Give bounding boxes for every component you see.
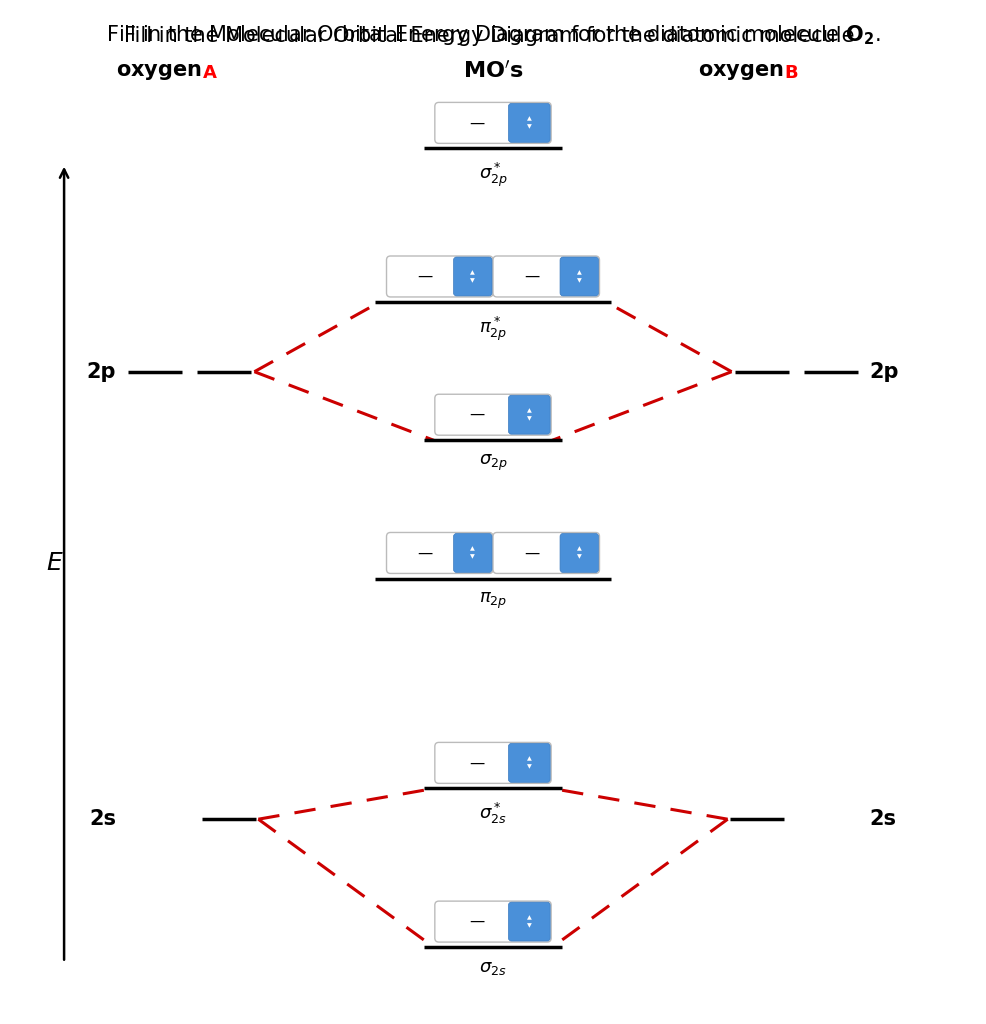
FancyBboxPatch shape	[493, 256, 599, 297]
Text: 2p: 2p	[870, 361, 899, 382]
FancyBboxPatch shape	[509, 743, 550, 782]
Text: ▲: ▲	[527, 915, 531, 921]
Text: $\sigma^*_{2p}$: $\sigma^*_{2p}$	[478, 161, 508, 189]
Text: ▼: ▼	[470, 278, 475, 283]
FancyBboxPatch shape	[509, 103, 550, 142]
Text: —: —	[417, 269, 433, 284]
Text: —: —	[417, 546, 433, 560]
FancyBboxPatch shape	[493, 532, 599, 573]
FancyBboxPatch shape	[435, 742, 551, 783]
Text: $\mathbf{oxygen}$: $\mathbf{oxygen}$	[698, 61, 784, 82]
FancyBboxPatch shape	[454, 534, 492, 572]
Text: —: —	[524, 269, 539, 284]
Text: $\mathbf{oxygen}$: $\mathbf{oxygen}$	[116, 61, 202, 82]
FancyBboxPatch shape	[454, 257, 492, 296]
Text: ▲: ▲	[527, 117, 531, 122]
FancyBboxPatch shape	[435, 102, 551, 143]
Text: $\mathbf{A}$: $\mathbf{A}$	[202, 63, 218, 82]
Text: E: E	[46, 551, 62, 575]
FancyBboxPatch shape	[387, 532, 493, 573]
Text: ▼: ▼	[527, 416, 531, 421]
Text: 2s: 2s	[90, 809, 116, 829]
Text: ▲: ▲	[470, 270, 475, 275]
FancyBboxPatch shape	[435, 901, 551, 942]
FancyBboxPatch shape	[387, 256, 493, 297]
Text: $\pi^*_{2p}$: $\pi^*_{2p}$	[479, 314, 507, 343]
Text: Fill in the Molecular Orbital Energy Diagram for the diatomic molecule $\mathbf{: Fill in the Molecular Orbital Energy Dia…	[106, 23, 880, 46]
Text: 2s: 2s	[870, 809, 896, 829]
Text: —: —	[469, 408, 484, 422]
FancyBboxPatch shape	[560, 534, 599, 572]
FancyBboxPatch shape	[509, 395, 550, 434]
Text: ▲: ▲	[527, 409, 531, 414]
Text: —: —	[469, 116, 484, 130]
Text: $\mathbf{MO's}$: $\mathbf{MO's}$	[462, 60, 524, 82]
Text: ▲: ▲	[527, 757, 531, 762]
Text: $\mathbf{B}$: $\mathbf{B}$	[784, 63, 799, 82]
Text: ▼: ▼	[527, 764, 531, 769]
Text: ▼: ▼	[527, 124, 531, 129]
FancyBboxPatch shape	[509, 902, 550, 941]
Text: ▼: ▼	[577, 554, 582, 559]
Text: $\sigma^*_{2s}$: $\sigma^*_{2s}$	[479, 801, 507, 826]
Text: 2p: 2p	[87, 361, 116, 382]
Text: ▼: ▼	[527, 923, 531, 928]
Text: $\sigma_{2p}$: $\sigma_{2p}$	[478, 453, 508, 473]
FancyBboxPatch shape	[560, 257, 599, 296]
Text: $\pi_{2p}$: $\pi_{2p}$	[479, 591, 507, 611]
FancyBboxPatch shape	[435, 394, 551, 435]
Text: ▼: ▼	[577, 278, 582, 283]
Text: ▲: ▲	[577, 547, 582, 552]
Text: —: —	[469, 756, 484, 770]
Text: —: —	[524, 546, 539, 560]
Text: ▲: ▲	[470, 547, 475, 552]
Text: —: —	[469, 914, 484, 929]
Text: Fill in the Molecular Orbital Energy Diagram for the diatomic molecule: Fill in the Molecular Orbital Energy Dia…	[124, 26, 862, 46]
Text: $\sigma_{2s}$: $\sigma_{2s}$	[479, 959, 507, 978]
Text: ▲: ▲	[577, 270, 582, 275]
Text: ▼: ▼	[470, 554, 475, 559]
